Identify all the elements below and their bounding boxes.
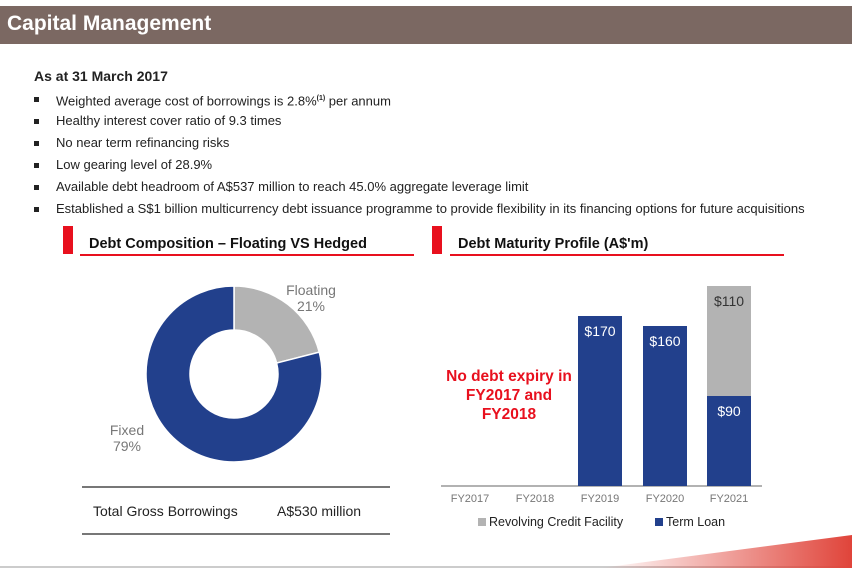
bar-value-label: $160 (649, 333, 680, 349)
footnote-ref: (1) (316, 95, 326, 102)
debt-maturity-title: Debt Maturity Profile (A$'m) (458, 236, 649, 252)
as-at-heading: As at 31 March 2017 (34, 68, 168, 84)
x-tick-label: FY2019 (581, 493, 620, 505)
x-tick-label: FY2017 (451, 493, 490, 505)
section-marker (432, 226, 442, 254)
bullet: Established a S$1 billion multicurrency … (34, 201, 805, 223)
summary-bullets: Weighted average cost of borrowings is 2… (34, 91, 805, 223)
bar-term-loan (707, 396, 751, 486)
bullet: Weighted average cost of borrowings is 2… (34, 91, 805, 113)
slice-name: Floating (286, 282, 336, 298)
legend-label: Revolving Credit Facility (489, 515, 624, 529)
fixed-label: Fixed 79% (92, 422, 162, 454)
bullet-text: per annum (325, 93, 391, 109)
page-title: Capital Management (7, 12, 212, 35)
legend-term-loan: Term Loan (655, 515, 725, 529)
total-label: Total Gross Borrowings (93, 503, 238, 519)
bar-revolving-credit-facility (707, 286, 751, 396)
bar-value-label: $170 (584, 323, 615, 339)
legend-swatch (655, 518, 663, 526)
bullet-text: Weighted average cost of borrowings is 2… (56, 93, 317, 109)
floating-label: Floating 21% (276, 282, 346, 314)
footer-line (0, 566, 852, 568)
legend-rcf: Revolving Credit Facility (478, 515, 623, 529)
bullet: Healthy interest cover ratio of 9.3 time… (34, 113, 805, 135)
x-tick-label: FY2020 (646, 493, 685, 505)
section-marker (63, 226, 73, 254)
bar-value-label: $90 (717, 403, 741, 419)
bullet: Low gearing level of 28.9% (34, 157, 805, 179)
section-underline (80, 254, 414, 256)
slice-name: Fixed (109, 422, 145, 438)
no-expiry-annotation: No debt expiry in FY2017 and FY2018 (446, 368, 572, 423)
table-rule (82, 533, 390, 535)
total-value: A$530 million (277, 503, 362, 519)
table-rule (82, 486, 390, 488)
legend-swatch (478, 518, 486, 526)
donut-slice-fixed (145, 285, 323, 463)
legend-label: Term Loan (666, 515, 726, 529)
x-tick-label: FY2018 (516, 493, 555, 505)
bullet: No near term refinancing risks (34, 135, 805, 157)
bar-term-loan (643, 326, 687, 486)
slice-percent: 21% (296, 298, 326, 314)
x-tick-label: FY2021 (710, 493, 749, 505)
bar-value-label: $110 (714, 293, 744, 309)
header-bar: Capital Management (0, 6, 852, 44)
bullet: Available debt headroom of A$537 million… (34, 179, 805, 201)
debt-composition-title: Debt Composition – Floating VS Hedged (89, 236, 367, 252)
bar-term-loan (578, 316, 622, 486)
slice-percent: 79% (112, 438, 142, 454)
section-underline (450, 254, 784, 256)
